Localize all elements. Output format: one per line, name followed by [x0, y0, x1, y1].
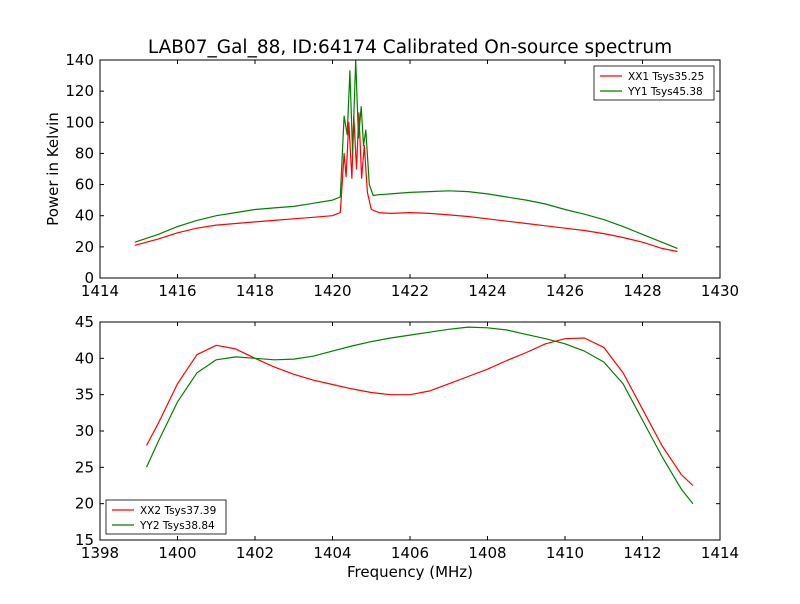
x-tick-label: 1406 [391, 544, 429, 562]
y-tick-label: 0 [84, 269, 94, 287]
series-line-xx [134, 112, 678, 253]
subplot-1: 1414 1416 1418 1420 1422 1424 1426 1428 1430 0 20 4… [44, 51, 739, 300]
y-tick-label: 20 [75, 495, 94, 513]
legend-label: XX1 Tsys35.25 [628, 71, 704, 83]
legend-label: YY2 Tsys38.84 [139, 520, 215, 532]
x-tick-label: 1410 [546, 544, 584, 562]
y-tick-label: 100 [65, 113, 94, 131]
x-tick-label: 1412 [623, 544, 661, 562]
y-tick-label: 25 [75, 458, 94, 476]
y-tick-label: 45 [75, 313, 94, 331]
x-tick-label: 1398 [81, 544, 119, 562]
legend-box [593, 65, 715, 101]
y-tick-label: 140 [65, 51, 94, 69]
x-tick-label: 1422 [391, 282, 429, 300]
chart-title: LAB07_Gal_88, ID:64174 Calibrated On-sou… [148, 37, 672, 58]
y-tick-label: 15 [75, 531, 94, 549]
y-tick-label: 35 [75, 386, 94, 404]
x-axis-label: Frequency (MHz) [347, 563, 473, 581]
y-tick-label: 30 [75, 422, 94, 440]
series-lines [145, 326, 694, 505]
y-tick-label: 40 [75, 349, 94, 367]
x-tick-label: 1420 [313, 282, 351, 300]
x-tick-label: 1424 [468, 282, 506, 300]
series-line-yy [134, 60, 678, 249]
series-lines [134, 60, 678, 253]
x-tick-label: 1414 [81, 282, 119, 300]
y-tick-label: 60 [75, 176, 94, 194]
x-tick-label: 1418 [236, 282, 274, 300]
x-tick-label: 1430 [701, 282, 739, 300]
x-tick-label: 1426 [546, 282, 584, 300]
y-tick-label: 120 [65, 82, 94, 100]
x-tick-label: 1416 [158, 282, 196, 300]
y-tick-label: 80 [75, 144, 94, 162]
x-tick-label: 1408 [468, 544, 506, 562]
y-tick-label: 40 [75, 207, 94, 225]
x-tick-label: 1428 [623, 282, 661, 300]
y-tick-label: 20 [75, 238, 94, 256]
series-line-xx [145, 337, 694, 486]
legend: XX1 Tsys35.25 YY1 Tsys45.38 [593, 65, 715, 101]
x-tick-label: 1400 [158, 544, 196, 562]
x-tick-label: 1414 [701, 544, 739, 562]
legend-label: XX2 Tsys37.39 [140, 505, 216, 517]
subplot-2: 1398 1400 1402 1404 1406 1408 1410 1412 1414 15 20… [75, 313, 739, 562]
x-tick-label: 1404 [313, 544, 351, 562]
x-tick-label: 1402 [236, 544, 274, 562]
series-line-yy [145, 326, 694, 505]
legend-label: YY1 Tsys45.38 [627, 86, 703, 98]
legend: XX2 Tsys37.39 YY2 Tsys38.84 [105, 499, 227, 535]
y-axis-label: Power in Kelvin [44, 112, 62, 226]
legend-box [105, 499, 227, 535]
